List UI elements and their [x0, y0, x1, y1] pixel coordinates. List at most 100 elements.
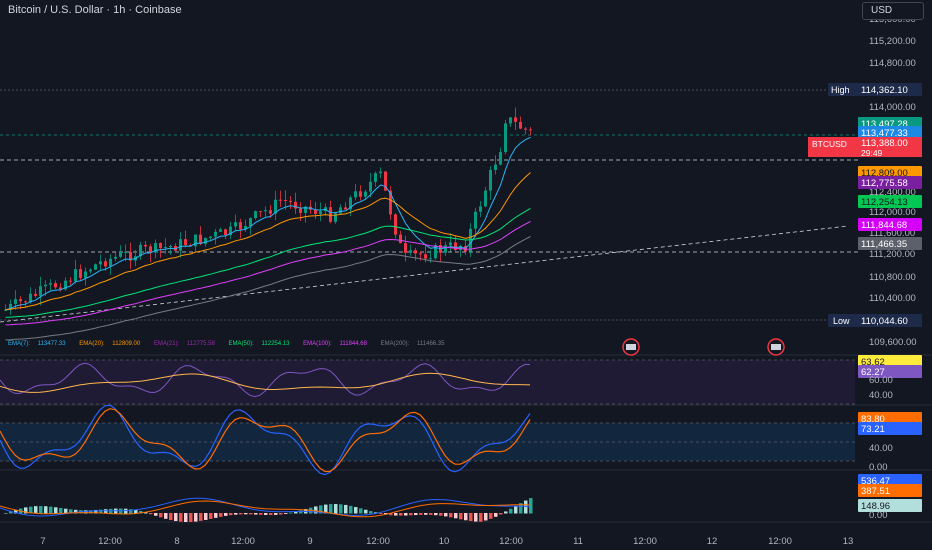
- candle: [314, 209, 317, 215]
- ema21-legend: EMA(21): 112775.58: [153, 341, 215, 347]
- macd-histogram-bar: [84, 510, 88, 514]
- candle: [474, 211, 477, 229]
- candle: [259, 211, 262, 213]
- candle: [139, 244, 142, 257]
- price-axis-label: 114,000.00: [869, 102, 916, 113]
- macd-histogram-bar: [224, 513, 228, 516]
- macd-tag-2: 387.51: [861, 486, 890, 497]
- tag-ema100: 111,844.68: [861, 220, 907, 231]
- macd-histogram-bar: [479, 513, 483, 522]
- candle: [374, 173, 377, 182]
- candle: [24, 301, 27, 303]
- time-axis-label: 12:00: [231, 536, 255, 547]
- candle: [279, 199, 282, 201]
- macd-histogram-bar: [249, 513, 253, 515]
- price-axis-label: 110,800.00: [869, 272, 916, 283]
- macd-histogram-bar: [484, 513, 488, 521]
- macd-histogram-bar: [409, 513, 413, 516]
- candle: [359, 191, 362, 197]
- macd-tag-2-bg: [858, 484, 922, 497]
- ema50-line: [5, 207, 531, 318]
- macd-line: [0, 497, 531, 517]
- macd-histogram-bar: [419, 513, 423, 515]
- stoch-k-line: [0, 404, 531, 476]
- candle: [109, 258, 112, 267]
- macd-histogram-bar: [449, 513, 453, 518]
- macd-histogram-bar: [219, 513, 223, 517]
- countdown-tag: 29:49: [861, 148, 883, 158]
- ema50-legend: EMA(50): 112254.13: [228, 341, 290, 347]
- rsi-tag-2-bg: [858, 365, 922, 378]
- candle: [59, 287, 62, 290]
- macd-histogram-bar: [94, 509, 98, 514]
- ema20-legend: EMA(20): 112809.00: [79, 341, 141, 347]
- macd-histogram-bar: [514, 505, 518, 514]
- candle: [304, 206, 307, 213]
- candle: [9, 303, 12, 310]
- macd-histogram-bar: [144, 512, 148, 514]
- candle: [89, 269, 92, 272]
- candle: [419, 253, 422, 255]
- candle: [484, 190, 487, 207]
- rsi-ma-line: [0, 372, 531, 393]
- macd-histogram-bar: [204, 513, 208, 520]
- candle: [209, 236, 212, 238]
- candle: [149, 246, 152, 253]
- rsi-line: [0, 362, 531, 398]
- macd-histogram-bar: [519, 503, 523, 514]
- candle: [504, 123, 507, 153]
- trend-line: [0, 225, 849, 323]
- macd-histogram-bar: [324, 504, 328, 514]
- tag-ema21: 112,775.58: [861, 178, 908, 189]
- macd-histogram-bar: [284, 513, 288, 514]
- chart-title: Bitcoin / U.S. Dollar · 1h · Coinbase: [8, 4, 182, 16]
- macd-histogram-bar: [434, 513, 438, 516]
- tag-ema7-bg: [858, 126, 922, 139]
- macd-histogram-bar: [179, 513, 183, 522]
- candle: [344, 207, 347, 210]
- macd-histogram-bar: [174, 513, 178, 522]
- tag-ema200: 111,466.35: [861, 239, 907, 250]
- candle: [399, 234, 402, 244]
- macd-histogram-bar: [369, 511, 373, 514]
- macd-histogram-bar: [39, 506, 43, 514]
- price-axis-label: 112,000.00: [869, 207, 916, 218]
- macd-histogram-bar: [349, 505, 353, 514]
- macd-histogram-bar: [259, 513, 263, 515]
- candle: [404, 243, 407, 253]
- candle: [514, 117, 517, 122]
- macd-histogram-bar: [459, 513, 463, 520]
- macd-histogram-bar: [14, 509, 18, 514]
- candle: [379, 171, 382, 174]
- stoch-tag-2-bg: [858, 422, 922, 435]
- candle: [4, 309, 7, 311]
- price-axis-label: 109,600.00: [869, 337, 917, 348]
- macd-histogram-bar: [149, 513, 153, 515]
- last-price-tag: 113,388.00: [861, 138, 908, 149]
- candle: [444, 245, 447, 253]
- candle: [269, 210, 272, 214]
- candle: [414, 250, 417, 254]
- high-tag-label: High: [831, 85, 850, 95]
- price-axis-label: 110,400.00: [869, 293, 916, 304]
- price-axis-label: 112,400.00: [869, 187, 916, 198]
- candle: [424, 254, 427, 259]
- macd-histogram-bar: [29, 506, 33, 514]
- low-tag-bg: [828, 314, 922, 327]
- candle: [74, 269, 77, 282]
- candle: [229, 226, 232, 235]
- tag-ema20: 112,809.00: [861, 168, 908, 179]
- macd-histogram-bar: [399, 513, 403, 516]
- candle: [44, 284, 47, 287]
- candle: [19, 299, 22, 302]
- tag-ema21-bg: [858, 176, 922, 189]
- macd-histogram-bar: [64, 508, 68, 514]
- time-axis-label: 12:00: [633, 536, 657, 547]
- currency-selector[interactable]: USD: [862, 2, 924, 20]
- ema100-line: [5, 221, 531, 326]
- macd-histogram-bar: [319, 505, 323, 514]
- macd-histogram-bar: [209, 513, 213, 519]
- candle: [384, 171, 387, 191]
